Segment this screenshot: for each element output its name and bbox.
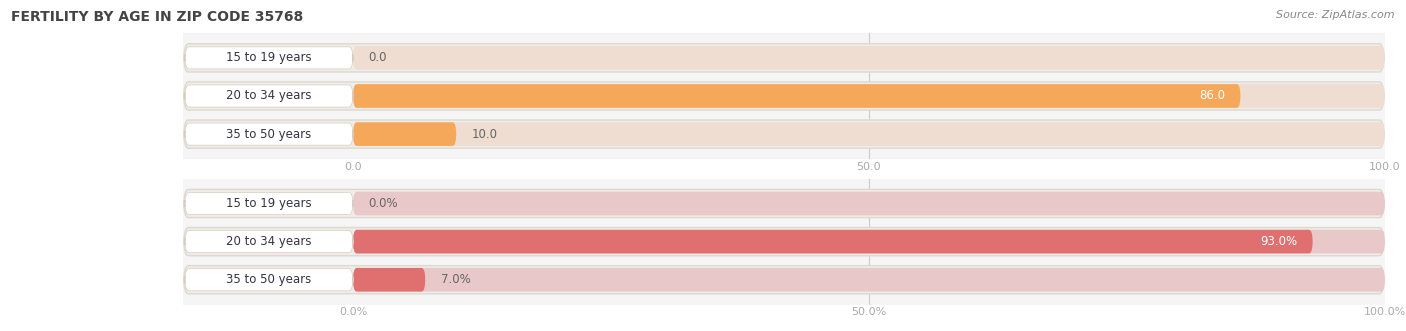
Text: 0.0%: 0.0% bbox=[368, 197, 398, 210]
Text: 20 to 34 years: 20 to 34 years bbox=[226, 235, 312, 248]
FancyBboxPatch shape bbox=[184, 123, 353, 145]
Text: 0.0: 0.0 bbox=[368, 51, 387, 64]
FancyBboxPatch shape bbox=[184, 85, 353, 107]
FancyBboxPatch shape bbox=[353, 268, 1385, 292]
FancyBboxPatch shape bbox=[353, 84, 1385, 108]
Text: FERTILITY BY AGE IN ZIP CODE 35768: FERTILITY BY AGE IN ZIP CODE 35768 bbox=[11, 10, 304, 24]
FancyBboxPatch shape bbox=[184, 44, 1384, 72]
Text: 15 to 19 years: 15 to 19 years bbox=[226, 51, 312, 64]
Text: 35 to 50 years: 35 to 50 years bbox=[226, 273, 312, 286]
FancyBboxPatch shape bbox=[353, 46, 1385, 70]
Text: Source: ZipAtlas.com: Source: ZipAtlas.com bbox=[1277, 10, 1395, 20]
FancyBboxPatch shape bbox=[353, 122, 1385, 146]
FancyBboxPatch shape bbox=[184, 269, 353, 291]
FancyBboxPatch shape bbox=[353, 230, 1385, 254]
FancyBboxPatch shape bbox=[353, 192, 1385, 215]
FancyBboxPatch shape bbox=[184, 266, 1384, 294]
Text: 86.0: 86.0 bbox=[1199, 89, 1225, 103]
FancyBboxPatch shape bbox=[353, 230, 1313, 254]
FancyBboxPatch shape bbox=[184, 82, 1384, 110]
Text: 35 to 50 years: 35 to 50 years bbox=[226, 128, 312, 141]
FancyBboxPatch shape bbox=[353, 268, 425, 292]
FancyBboxPatch shape bbox=[184, 120, 1384, 148]
FancyBboxPatch shape bbox=[184, 192, 353, 214]
FancyBboxPatch shape bbox=[184, 189, 1384, 217]
FancyBboxPatch shape bbox=[184, 227, 1384, 256]
FancyBboxPatch shape bbox=[353, 84, 1240, 108]
Text: 93.0%: 93.0% bbox=[1260, 235, 1298, 248]
Text: 15 to 19 years: 15 to 19 years bbox=[226, 197, 312, 210]
Text: 7.0%: 7.0% bbox=[440, 273, 471, 286]
Text: 10.0: 10.0 bbox=[471, 128, 498, 141]
Text: 20 to 34 years: 20 to 34 years bbox=[226, 89, 312, 103]
FancyBboxPatch shape bbox=[353, 122, 456, 146]
FancyBboxPatch shape bbox=[184, 231, 353, 253]
FancyBboxPatch shape bbox=[184, 47, 353, 69]
